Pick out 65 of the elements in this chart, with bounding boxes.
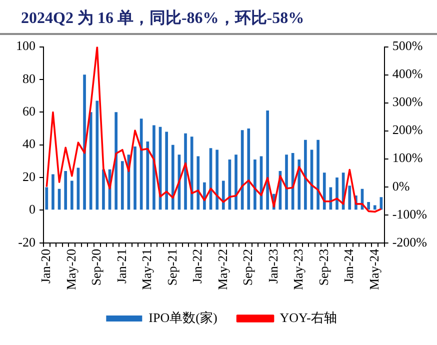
bar bbox=[102, 169, 105, 210]
bar bbox=[70, 180, 74, 210]
bar bbox=[316, 140, 320, 210]
y2-tick-label: 200% bbox=[392, 122, 423, 138]
bar bbox=[285, 154, 288, 210]
bar bbox=[367, 202, 370, 210]
bar bbox=[140, 118, 143, 210]
x-tick-label: Jan-24 bbox=[341, 248, 356, 284]
bar bbox=[52, 174, 54, 210]
bar bbox=[96, 100, 99, 210]
bar bbox=[165, 132, 168, 210]
bar bbox=[134, 146, 136, 210]
bar bbox=[152, 125, 156, 210]
y-tick-label: -20 bbox=[18, 234, 36, 250]
bar bbox=[216, 150, 218, 210]
y-tick-label: 0 bbox=[29, 202, 36, 217]
x-tick-label: Jan-20 bbox=[38, 248, 54, 284]
bar bbox=[322, 172, 326, 210]
bar bbox=[234, 154, 238, 210]
bar bbox=[254, 160, 256, 210]
bar bbox=[266, 110, 269, 210]
bar bbox=[184, 133, 187, 210]
bar bbox=[304, 140, 307, 210]
y-tick-label: 100 bbox=[16, 38, 36, 54]
bar bbox=[83, 74, 86, 210]
bar bbox=[222, 180, 225, 210]
x-tick-label: Jan-23 bbox=[265, 248, 280, 284]
y-tick-label: 80 bbox=[22, 70, 36, 86]
bar bbox=[196, 156, 200, 210]
bar bbox=[247, 128, 250, 210]
x-tick-label: May-22 bbox=[214, 248, 230, 290]
bar bbox=[171, 144, 174, 210]
y2-tick-label: -100% bbox=[392, 206, 428, 222]
x-tick-label: Sep-21 bbox=[164, 248, 180, 286]
y-tick-label: 60 bbox=[22, 104, 36, 119]
bar bbox=[146, 142, 150, 210]
legend-label: YOY-右轴 bbox=[280, 310, 337, 325]
y-tick-label: 40 bbox=[22, 136, 36, 152]
x-tick-label: Sep-20 bbox=[88, 248, 104, 286]
bar bbox=[120, 161, 124, 210]
x-tick-label: Jan-21 bbox=[114, 248, 129, 284]
x-tick-label: May-24 bbox=[366, 248, 382, 290]
bar bbox=[298, 160, 301, 210]
bar bbox=[336, 177, 338, 210]
y2-tick-label: 400% bbox=[392, 66, 423, 82]
bar bbox=[89, 112, 92, 210]
legend-label: IPO单数(家) bbox=[148, 310, 218, 325]
y2-tick-label: 100% bbox=[392, 150, 423, 166]
x-tick-label: Sep-22 bbox=[240, 248, 256, 286]
bar bbox=[114, 112, 118, 210]
x-tick-label: May-21 bbox=[139, 248, 154, 290]
y2-tick-label: 500% bbox=[392, 38, 423, 54]
chart-title: 2024Q2 为 16 单，同比-86%，环比-58% bbox=[0, 0, 437, 35]
bar bbox=[348, 186, 352, 210]
x-tick-label: May-20 bbox=[63, 248, 78, 290]
bar bbox=[64, 170, 68, 210]
y-tick-label: 20 bbox=[22, 168, 36, 184]
y2-tick-label: -200% bbox=[392, 234, 428, 250]
y2-tick-label: 300% bbox=[392, 94, 423, 110]
bar bbox=[373, 205, 376, 210]
x-tick-label: Sep-23 bbox=[316, 248, 331, 286]
bar bbox=[45, 187, 48, 210]
x-tick-label: May-23 bbox=[290, 248, 306, 290]
y2-tick-label: 0% bbox=[392, 178, 410, 194]
x-tick-label: Jan-22 bbox=[190, 248, 205, 284]
